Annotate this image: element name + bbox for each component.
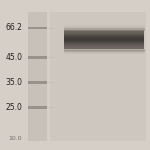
FancyBboxPatch shape bbox=[64, 42, 144, 43]
Text: 66.2: 66.2 bbox=[5, 23, 22, 32]
FancyBboxPatch shape bbox=[28, 56, 47, 59]
FancyBboxPatch shape bbox=[64, 36, 144, 37]
FancyBboxPatch shape bbox=[64, 30, 144, 31]
FancyBboxPatch shape bbox=[64, 46, 144, 47]
FancyBboxPatch shape bbox=[64, 39, 144, 40]
FancyBboxPatch shape bbox=[64, 40, 144, 41]
FancyBboxPatch shape bbox=[64, 46, 144, 47]
FancyBboxPatch shape bbox=[64, 30, 144, 31]
FancyBboxPatch shape bbox=[64, 41, 144, 42]
FancyBboxPatch shape bbox=[28, 12, 47, 141]
FancyBboxPatch shape bbox=[64, 48, 144, 49]
FancyBboxPatch shape bbox=[64, 45, 144, 46]
Text: 10.0: 10.0 bbox=[9, 136, 22, 141]
FancyBboxPatch shape bbox=[64, 34, 144, 35]
FancyBboxPatch shape bbox=[64, 48, 144, 49]
FancyBboxPatch shape bbox=[28, 81, 47, 84]
FancyBboxPatch shape bbox=[64, 47, 144, 48]
FancyBboxPatch shape bbox=[64, 35, 144, 36]
FancyBboxPatch shape bbox=[64, 32, 144, 33]
FancyBboxPatch shape bbox=[28, 27, 47, 29]
FancyBboxPatch shape bbox=[64, 38, 144, 39]
FancyBboxPatch shape bbox=[28, 106, 47, 109]
FancyBboxPatch shape bbox=[64, 33, 144, 34]
FancyBboxPatch shape bbox=[64, 39, 144, 40]
Text: 25.0: 25.0 bbox=[5, 103, 22, 112]
FancyBboxPatch shape bbox=[64, 31, 144, 32]
FancyBboxPatch shape bbox=[50, 12, 146, 141]
FancyBboxPatch shape bbox=[64, 32, 144, 33]
FancyBboxPatch shape bbox=[64, 41, 144, 42]
FancyBboxPatch shape bbox=[64, 43, 144, 44]
Text: 35.0: 35.0 bbox=[5, 78, 22, 87]
FancyBboxPatch shape bbox=[64, 37, 144, 38]
FancyBboxPatch shape bbox=[64, 44, 144, 45]
Text: 45.0: 45.0 bbox=[5, 53, 22, 62]
